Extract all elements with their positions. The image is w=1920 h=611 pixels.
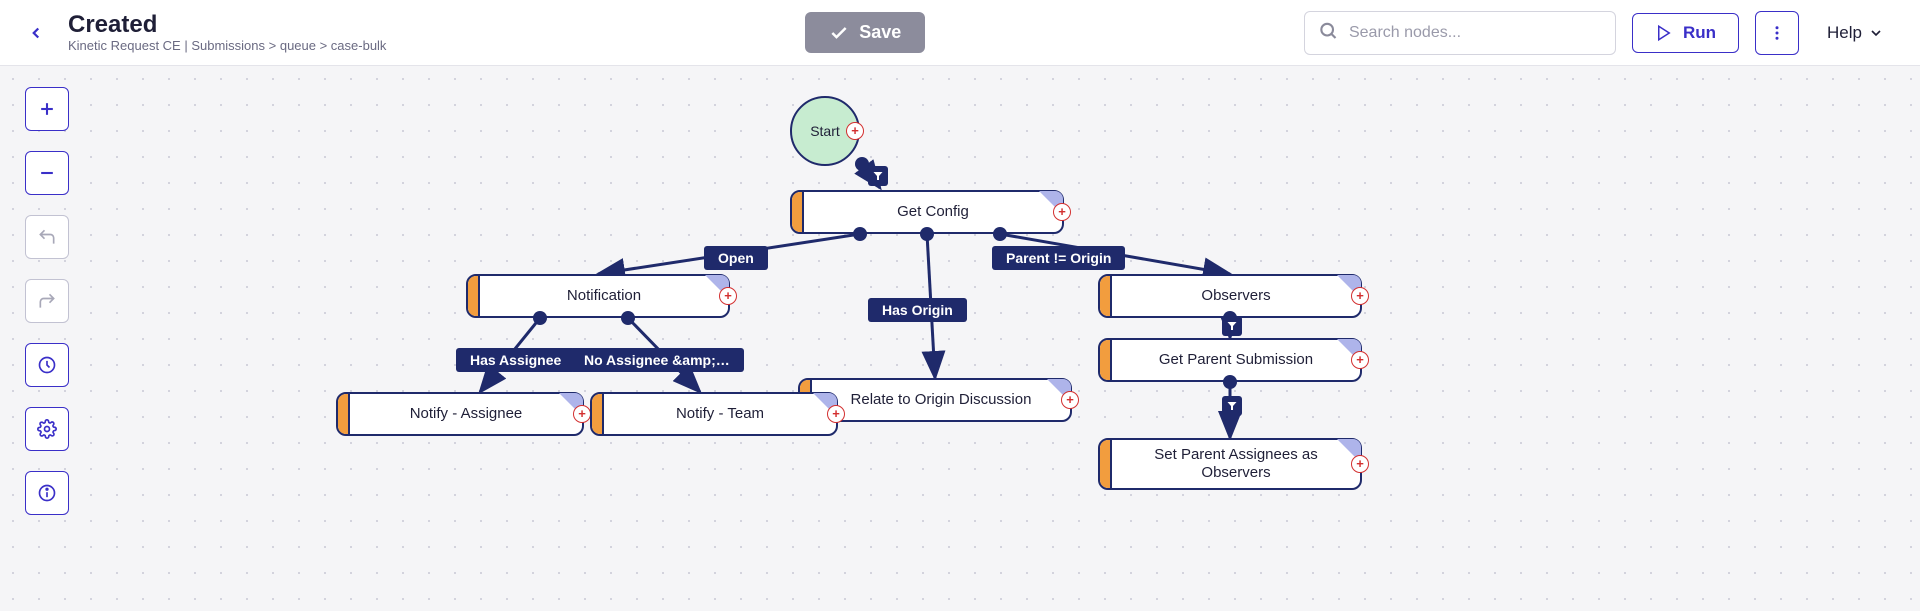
add-connector-icon[interactable]: + bbox=[719, 287, 737, 305]
breadcrumb: Kinetic Request CE | Submissions > queue… bbox=[68, 38, 386, 53]
node-start-label: Start bbox=[810, 123, 840, 140]
save-button[interactable]: Save bbox=[805, 12, 925, 53]
filter-icon[interactable] bbox=[1222, 316, 1242, 336]
node-set-parent-assignees[interactable]: Set Parent Assignees as Observers + bbox=[1098, 438, 1362, 490]
chevron-down-icon bbox=[1868, 25, 1884, 41]
add-connector-icon[interactable]: + bbox=[827, 405, 845, 423]
node-accent-bar bbox=[592, 394, 604, 434]
undo-button[interactable] bbox=[25, 215, 69, 259]
run-button-label: Run bbox=[1683, 23, 1716, 43]
node-label: Notification bbox=[555, 287, 641, 305]
settings-button[interactable] bbox=[25, 407, 69, 451]
node-notify-assignee[interactable]: Notify - Assignee + bbox=[336, 392, 584, 436]
filter-icon[interactable] bbox=[868, 166, 888, 186]
node-start[interactable]: Start + bbox=[790, 96, 860, 166]
add-connector-icon[interactable]: + bbox=[1053, 203, 1071, 221]
help-dropdown[interactable]: Help bbox=[1815, 15, 1896, 51]
node-accent-bar bbox=[468, 276, 480, 316]
node-label: Set Parent Assignees as Observers bbox=[1114, 446, 1346, 482]
node-notify-team[interactable]: Notify - Team + bbox=[590, 392, 838, 436]
add-connector-icon[interactable]: + bbox=[573, 405, 591, 423]
side-toolbar bbox=[25, 87, 69, 515]
filter-icon[interactable] bbox=[1222, 396, 1242, 416]
edge-label-parent-origin[interactable]: Parent != Origin bbox=[992, 246, 1125, 270]
connector-port[interactable] bbox=[533, 311, 547, 325]
title-block: Created Kinetic Request CE | Submissions… bbox=[68, 12, 386, 53]
node-label: Notify - Assignee bbox=[398, 405, 523, 423]
search-input[interactable] bbox=[1304, 11, 1616, 55]
page-title: Created bbox=[68, 12, 386, 38]
connector-port[interactable] bbox=[855, 157, 869, 171]
header-right: Run Help bbox=[1304, 11, 1896, 55]
node-accent-bar bbox=[1100, 276, 1112, 316]
header-bar: Created Kinetic Request CE | Submissions… bbox=[0, 0, 1920, 66]
back-button[interactable] bbox=[24, 21, 48, 45]
edges-layer bbox=[0, 66, 1920, 611]
node-accent-bar bbox=[792, 192, 804, 232]
node-label: Observers bbox=[1189, 287, 1270, 305]
zoom-out-button[interactable] bbox=[25, 151, 69, 195]
node-accent-bar bbox=[1100, 340, 1112, 380]
connector-port[interactable] bbox=[993, 227, 1007, 241]
edge-label-no-assignee[interactable]: No Assignee &amp;… bbox=[570, 348, 744, 372]
redo-button[interactable] bbox=[25, 279, 69, 323]
node-accent-bar bbox=[338, 394, 350, 434]
connector-port[interactable] bbox=[853, 227, 867, 241]
history-button[interactable] bbox=[25, 343, 69, 387]
node-accent-bar bbox=[1100, 440, 1112, 488]
more-button[interactable] bbox=[1755, 11, 1799, 55]
workflow-canvas[interactable]: Start + Get Config + Notification + Obse… bbox=[0, 66, 1920, 611]
add-connector-icon[interactable]: + bbox=[1061, 391, 1079, 409]
node-label: Get Parent Submission bbox=[1147, 351, 1313, 369]
edge-label-has-assignee[interactable]: Has Assignee bbox=[456, 348, 575, 372]
node-label: Get Config bbox=[885, 203, 969, 221]
help-label: Help bbox=[1827, 23, 1862, 43]
add-connector-icon[interactable]: + bbox=[1351, 287, 1369, 305]
connector-port[interactable] bbox=[1223, 375, 1237, 389]
search-box bbox=[1304, 11, 1616, 55]
save-button-label: Save bbox=[859, 22, 901, 43]
run-button[interactable]: Run bbox=[1632, 13, 1739, 53]
add-connector-icon[interactable]: + bbox=[1351, 455, 1369, 473]
add-connector-icon[interactable]: + bbox=[1351, 351, 1369, 369]
search-icon bbox=[1318, 20, 1338, 45]
add-connector-icon[interactable]: + bbox=[846, 122, 864, 140]
node-label: Relate to Origin Discussion bbox=[839, 391, 1032, 409]
zoom-in-button[interactable] bbox=[25, 87, 69, 131]
node-label: Notify - Team bbox=[664, 405, 764, 423]
connector-port[interactable] bbox=[621, 311, 635, 325]
edge-label-has-origin[interactable]: Has Origin bbox=[868, 298, 967, 322]
edge-label-open[interactable]: Open bbox=[704, 246, 768, 270]
node-notification[interactable]: Notification + bbox=[466, 274, 730, 318]
info-button[interactable] bbox=[25, 471, 69, 515]
connector-port[interactable] bbox=[920, 227, 934, 241]
